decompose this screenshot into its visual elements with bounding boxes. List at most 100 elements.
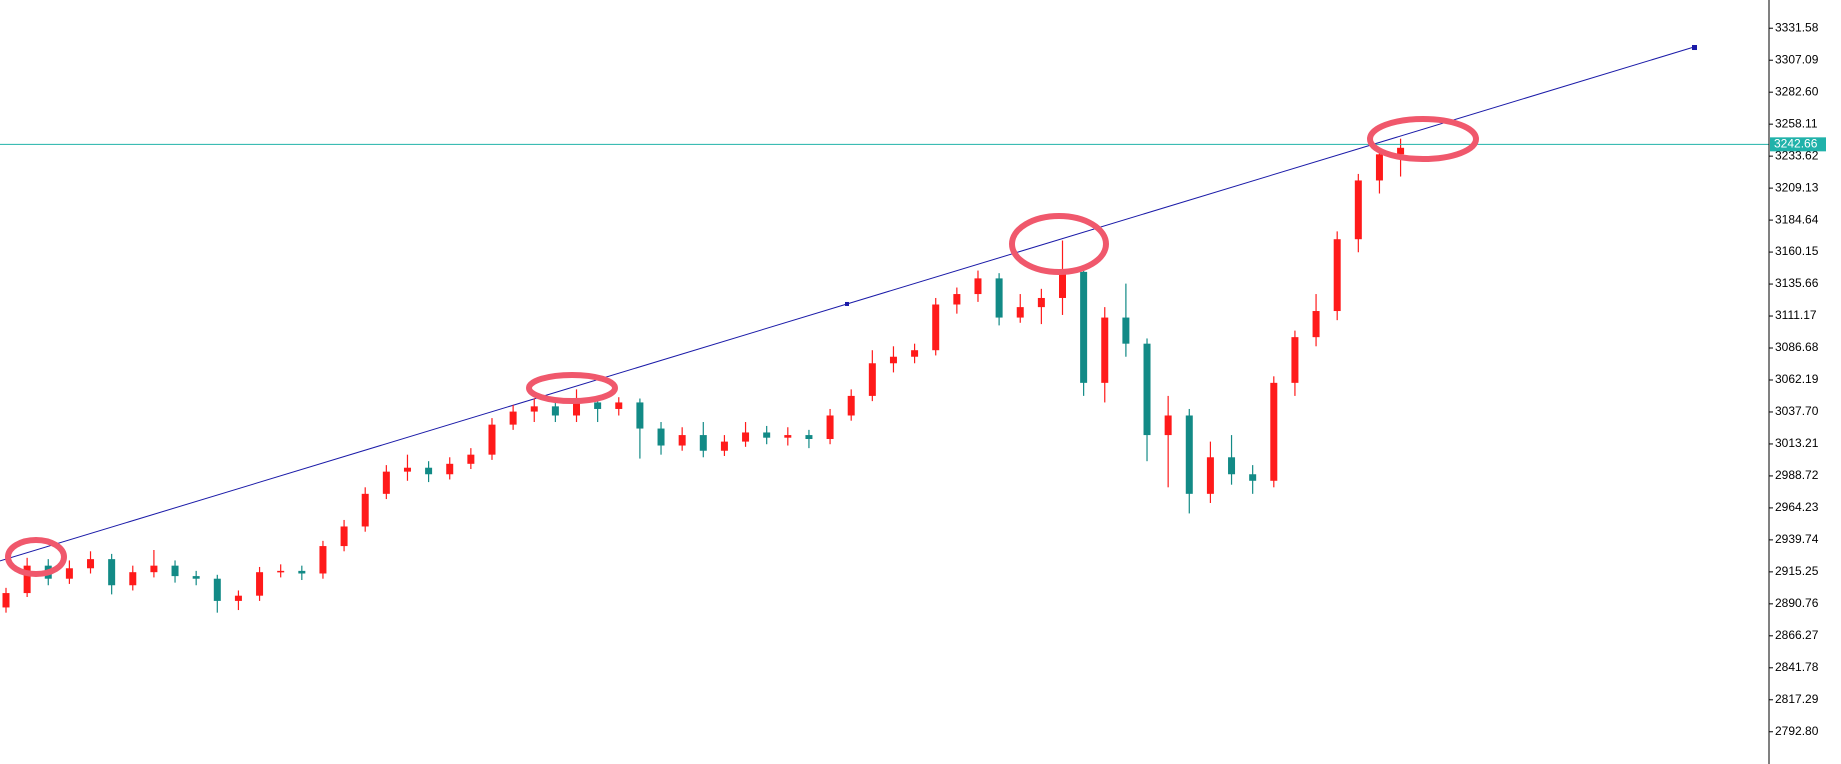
candle-body xyxy=(1206,457,1214,494)
candle-body xyxy=(1333,239,1341,312)
candle-body xyxy=(1016,307,1024,318)
y-tick-label: 3184.64 xyxy=(1775,212,1819,226)
candle-body xyxy=(382,471,390,494)
candle-body xyxy=(847,395,855,416)
candle-body xyxy=(425,467,433,475)
annotations xyxy=(5,116,1479,577)
y-tick-label: 3282.60 xyxy=(1775,84,1819,98)
candle-body xyxy=(1143,343,1151,436)
price-label: 3242.66 xyxy=(1774,137,1818,151)
candle-body xyxy=(1312,311,1320,338)
candle-body xyxy=(65,568,73,579)
candle-body xyxy=(129,572,137,586)
candle-body xyxy=(234,595,242,601)
price-label-bg xyxy=(1770,137,1826,152)
candle-body xyxy=(1185,415,1193,494)
candle-body xyxy=(446,463,454,475)
y-tick-label: 2866.27 xyxy=(1775,628,1819,642)
candle-body xyxy=(1228,457,1236,475)
candle-body xyxy=(509,411,517,425)
candle-body xyxy=(742,432,750,442)
candle-body xyxy=(1354,180,1362,240)
highlight-ellipse xyxy=(1009,213,1109,275)
candle-body xyxy=(573,402,581,416)
candle-body xyxy=(403,467,411,472)
y-tick-label: 2988.72 xyxy=(1775,468,1819,482)
candle-body xyxy=(1375,154,1383,181)
candle-body xyxy=(868,363,876,396)
candle-body xyxy=(953,294,961,305)
candle-body xyxy=(1397,147,1405,155)
candle-body xyxy=(932,304,940,351)
candle-body xyxy=(213,578,221,601)
y-tick-label: 2964.23 xyxy=(1775,500,1819,514)
candle-body xyxy=(974,278,982,295)
candle-body xyxy=(108,559,116,586)
candle-body xyxy=(150,565,158,573)
highlight-ellipse xyxy=(5,537,67,577)
y-tick-label: 2841.78 xyxy=(1775,660,1819,674)
candle-body xyxy=(995,278,1003,318)
y-tick-label: 3209.13 xyxy=(1775,180,1819,194)
candle-body xyxy=(171,565,179,577)
candle-body xyxy=(678,435,686,446)
candle-body xyxy=(1291,337,1299,383)
candle-body xyxy=(277,570,285,573)
highlight-ellipse xyxy=(1367,116,1479,162)
trendline-handle xyxy=(845,301,849,306)
candle-body xyxy=(361,493,369,527)
candle-body xyxy=(826,415,834,439)
candle-body xyxy=(256,572,264,596)
y-tick-label: 2792.80 xyxy=(1775,724,1819,738)
candle-body xyxy=(319,546,327,574)
candle-body xyxy=(551,406,559,416)
candle-body xyxy=(594,402,602,409)
y-tick-label: 3331.58 xyxy=(1775,20,1819,34)
candle-body xyxy=(1249,474,1257,481)
y-tick-label: 3086.68 xyxy=(1775,340,1819,354)
y-tick-label: 3111.17 xyxy=(1775,308,1817,322)
candle-body xyxy=(23,565,31,594)
candle-body xyxy=(911,350,919,357)
candle-body xyxy=(467,454,475,464)
trendline-handle xyxy=(1692,45,1697,51)
candle-body xyxy=(720,441,728,451)
y-tick-label: 3160.15 xyxy=(1775,244,1819,258)
y-tick-label: 2817.29 xyxy=(1775,692,1819,706)
candle-body xyxy=(298,570,306,574)
candle-body xyxy=(889,356,897,364)
candle-body xyxy=(1101,317,1109,383)
y-tick-label: 2939.74 xyxy=(1775,532,1819,546)
y-tick-label: 3135.66 xyxy=(1775,276,1819,290)
candle-body xyxy=(784,435,792,438)
candle-body xyxy=(805,435,813,439)
y-tick-label: 2890.76 xyxy=(1775,596,1819,610)
candle-body xyxy=(636,402,644,429)
highlight-ellipse xyxy=(526,372,618,404)
y-tick-label: 3062.19 xyxy=(1775,372,1819,386)
candle-body xyxy=(763,432,771,438)
y-tick-label: 3307.09 xyxy=(1775,52,1819,66)
candle-body xyxy=(1037,297,1045,308)
candle-body xyxy=(1059,271,1066,298)
candle-body xyxy=(657,428,665,446)
candle-body xyxy=(488,424,496,455)
candle-body xyxy=(1270,382,1278,481)
y-tick-label: 3013.21 xyxy=(1775,436,1819,450)
y-axis-labels: 3331.58 3307.09 3282.60 3258.11 3233.62 3209.… xyxy=(1769,20,1826,738)
candle-body xyxy=(1080,271,1088,383)
candle-body xyxy=(87,559,95,569)
candle-body xyxy=(530,406,538,412)
y-tick-label: 3037.70 xyxy=(1775,404,1819,418)
y-tick-label: 2915.25 xyxy=(1775,564,1819,578)
candle-body xyxy=(1164,415,1172,436)
y-tick-label: 3258.11 xyxy=(1775,116,1818,130)
candle-body xyxy=(340,526,348,547)
candle-body xyxy=(2,593,10,608)
candle-body xyxy=(699,435,707,451)
candle-body xyxy=(1122,317,1130,344)
y-tick-label: 3233.62 xyxy=(1775,148,1819,162)
candle-body xyxy=(192,576,200,579)
